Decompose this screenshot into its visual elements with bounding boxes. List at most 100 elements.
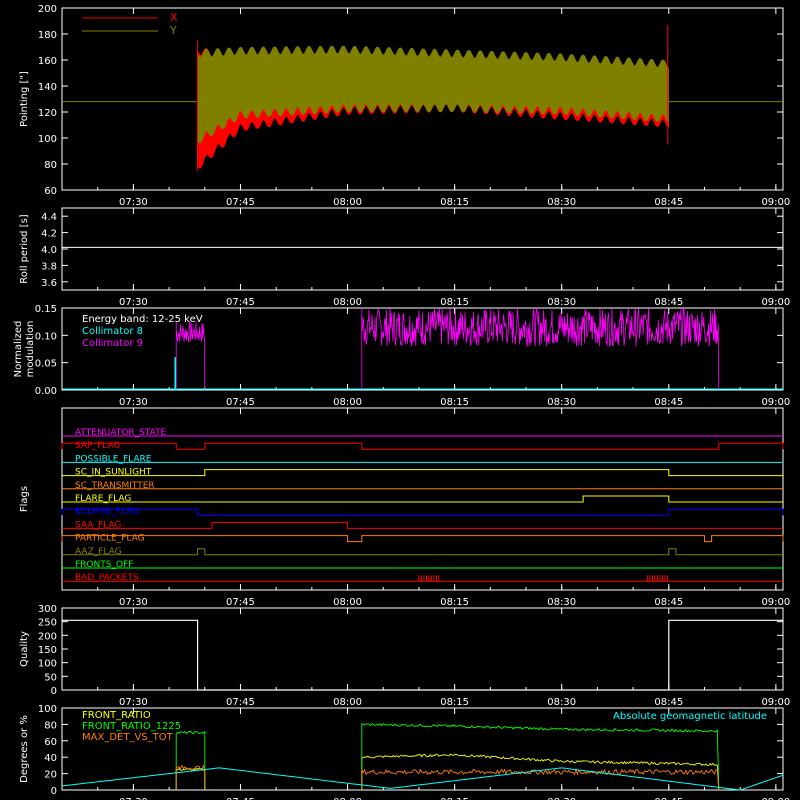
panel-frame (61, 7, 784, 191)
legend-collimator-8: Collimator 8 (82, 326, 143, 337)
y-tick-label: 80 (44, 160, 57, 171)
y-tick-label: 120 (38, 108, 57, 119)
legend-label-x: X (170, 11, 178, 24)
flag-label-possible-flare: POSSIBLE_FLARE (75, 454, 152, 464)
y-tick-label: 4.2 (41, 229, 57, 240)
x-tick-label: 08:30 (547, 697, 576, 708)
y-axis-label: Quality (19, 631, 30, 667)
flag-trace-sc-in-sunlight (62, 469, 783, 477)
x-tick-label: 08:45 (654, 197, 683, 208)
flag-label-particle-flag: PARTICLE_FLAG (75, 534, 145, 544)
x-tick-label: 09:00 (761, 197, 790, 208)
x-tick-label: 08:45 (654, 697, 683, 708)
legend-label-y: Y (169, 24, 177, 37)
quality-line (62, 619, 783, 691)
panel-1: 07:30 07:45 08:00 08:15 08:30 08:45 09:00 60 80 1… (19, 4, 790, 208)
x-tick-label: 08:00 (333, 197, 362, 208)
x-tick-label: 08:15 (440, 297, 469, 308)
y-tick-label: 200 (38, 4, 57, 15)
y-tick-label: 100 (38, 659, 57, 670)
y-axis-label: Roll period [s] (19, 214, 30, 283)
y-tick-label: 140 (38, 82, 57, 93)
y-tick-label: 0 (51, 686, 57, 697)
legend-max-det-vs-tot: MAX_DET_VS_TOT (82, 732, 174, 743)
flag-label-attenuator-state: ATTENUATOR_STATE (75, 428, 167, 438)
x-tick-label: 07:45 (226, 197, 255, 208)
y-tick-label: 4.4 (41, 212, 57, 223)
x-tick-label: 09:00 (761, 597, 790, 608)
panel-6: 07:30 07:45 08:00 08:15 08:30 08:45 09:00 0 20 40… (19, 704, 790, 800)
x-tick-label: 08:15 (440, 197, 469, 208)
x-tick-label: 08:15 (440, 597, 469, 608)
y-tick-label: 150 (38, 645, 57, 656)
legend-front-ratio-1225: FRONT_RATIO_1225 (82, 721, 181, 732)
y-tick-label: 4.0 (41, 245, 57, 256)
y-axis-label: Flags (19, 486, 30, 512)
x-tick-label: 09:00 (761, 697, 790, 708)
y-tick-label: 250 (38, 618, 57, 629)
flag-trace-aaz-flag (62, 548, 783, 556)
series-front-ratio-1225 (175, 730, 206, 790)
x-tick-label: 07:30 (119, 197, 148, 208)
x-tick-label: 08:30 (547, 797, 576, 800)
x-tick-label: 08:45 (654, 597, 683, 608)
x-tick-label: 08:00 (333, 597, 362, 608)
y-tick-label: 0 (51, 786, 57, 797)
y-tick-label: 0.15 (35, 304, 57, 315)
flag-trace-particle-flag (61, 535, 784, 543)
panel-3: 07:30 07:45 08:00 08:15 08:30 08:45 09:00 0.00 0… (13, 304, 790, 408)
x-tick-label: 08:15 (440, 397, 469, 408)
series-front-ratio (361, 753, 720, 791)
x-tick-label: 07:45 (226, 297, 255, 308)
flag-trace-saa-flag (62, 521, 783, 529)
legend-front-ratio: FRONT_RATIO (82, 710, 151, 721)
x-tick-label: 08:15 (440, 797, 469, 800)
y-tick-label: 100 (38, 134, 57, 145)
x-tick-label: 07:30 (119, 397, 148, 408)
flag-trace-flare-flag (62, 495, 783, 503)
x-tick-label: 07:30 (119, 597, 148, 608)
flag-trace-sap-flag (61, 442, 784, 450)
x-tick-label: 09:00 (761, 397, 790, 408)
panel-frame (61, 407, 784, 591)
x-tick-label: 08:30 (547, 597, 576, 608)
flag-label-sap-flag: SAP_FLAG (75, 441, 120, 451)
x-tick-label: 08:30 (547, 297, 576, 308)
flag-label-flare-flag: FLARE_FLAG (75, 494, 131, 504)
x-tick-label: 07:45 (226, 797, 255, 800)
x-tick-label: 09:00 (761, 797, 790, 800)
y-tick-label: 180 (38, 30, 57, 41)
panel-frame (61, 307, 784, 391)
x-tick-label: 08:00 (333, 397, 362, 408)
flag-label-sc-transmitter: SC_TRANSMITTER (75, 481, 155, 491)
y-axis-label: Normalized (13, 321, 24, 378)
flag-label-bad-packets: BAD_PACKETS (75, 573, 139, 583)
series-front-ratio-1225 (361, 722, 720, 791)
x-tick-label: 08:30 (547, 397, 576, 408)
y-axis-label: Degrees or % (19, 715, 30, 783)
y-tick-label: 3.6 (41, 278, 57, 289)
flag-trace-bad-packets (62, 575, 783, 582)
x-tick-label: 07:45 (226, 397, 255, 408)
y-tick-label: 40 (44, 753, 57, 764)
legend-geomagnetic-latitude: Absolute geomagnetic latitude (613, 711, 767, 722)
series-max-det-vs-tot (361, 767, 720, 791)
legend-collimator-9: Collimator 9 (82, 338, 143, 349)
x-tick-label: 07:45 (226, 597, 255, 608)
flag-label-saa-flag: SAA_FLAG (75, 520, 121, 530)
y-tick-label: 50 (44, 672, 57, 683)
panel-2: 07:30 07:45 08:00 08:15 08:30 08:45 09:00 3.6 3.… (19, 207, 790, 308)
y-tick-label: 0.10 (35, 331, 57, 342)
flag-label-fronts-off: FRONTS_OFF (75, 560, 133, 570)
x-tick-label: 07:45 (226, 697, 255, 708)
y-tick-label: 160 (38, 56, 57, 67)
flag-label-sc-in-sunlight: SC_IN_SUNLIGHT (75, 468, 152, 478)
y-tick-label: 200 (38, 631, 57, 642)
series-absolute-geomagnetic-latitude (61, 767, 784, 791)
flag-trace-eclipse-flag (61, 508, 784, 516)
x-tick-label: 07:30 (119, 297, 148, 308)
x-tick-label: 09:00 (761, 297, 790, 308)
x-tick-label: 08:30 (547, 197, 576, 208)
y-tick-label: 0.00 (35, 386, 57, 397)
